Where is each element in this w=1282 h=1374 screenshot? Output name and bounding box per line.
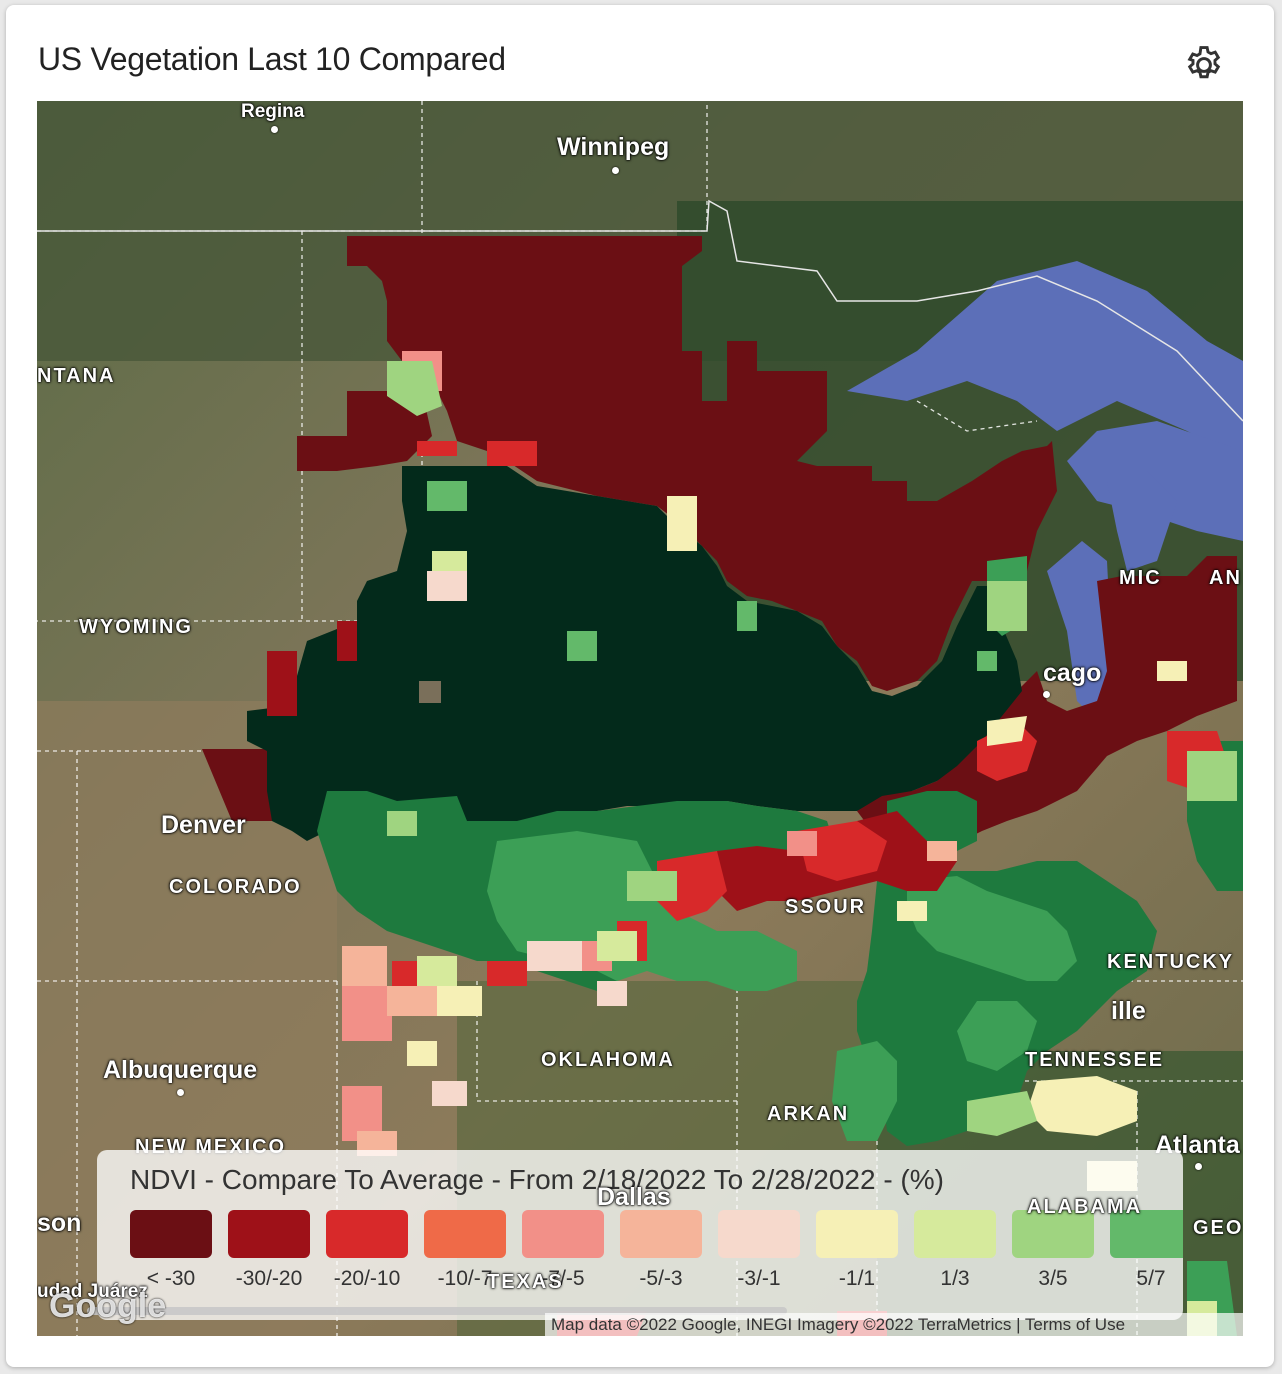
legend-swatch xyxy=(914,1210,996,1258)
legend-label: 1/3 xyxy=(940,1267,970,1290)
map-label-missouri: SSOUR xyxy=(785,896,867,918)
legend-label: -1/1 xyxy=(838,1267,876,1290)
city-dot xyxy=(1043,691,1050,698)
map-label-michigan-left: MIC xyxy=(1119,567,1162,589)
legend-label: 5/7 xyxy=(1136,1267,1166,1290)
map-label-michigan-right: AN xyxy=(1209,567,1242,589)
map-label-nashville: ille xyxy=(1111,997,1146,1025)
map-label-arkansas: ARKAN xyxy=(767,1103,850,1125)
legend-swatch xyxy=(620,1210,702,1258)
map-label-colorado: COLORADO xyxy=(169,876,302,898)
vegetation-map[interactable]: Regina Winnipeg NTANA WYOMING Denver COL… xyxy=(37,101,1243,1336)
map-attribution[interactable]: Map data ©2022 Google, INEGI Imagery ©20… xyxy=(545,1313,1243,1336)
widget-card: US Vegetation Last 10 Compared xyxy=(6,5,1274,1367)
map-label-georgia: GEO xyxy=(1193,1217,1243,1239)
legend-swatch xyxy=(1012,1210,1094,1258)
map-label-alabama: ALABAMA xyxy=(1027,1196,1143,1218)
legend-swatch xyxy=(718,1210,800,1258)
legend-swatch xyxy=(228,1210,310,1258)
legend-label: -3/-1 xyxy=(737,1267,781,1290)
map-label-oklahoma: OKLAHOMA xyxy=(541,1049,675,1071)
city-dot xyxy=(1195,1163,1202,1170)
legend-label: -5/-3 xyxy=(639,1267,683,1290)
map-label-albuquerque: Albuquerque xyxy=(103,1056,258,1084)
widget-title: US Vegetation Last 10 Compared xyxy=(38,41,506,77)
legend-swatch xyxy=(1110,1210,1183,1258)
legend-swatch xyxy=(130,1210,212,1258)
map-label-regina: Regina xyxy=(241,101,305,122)
map-label-montana: NTANA xyxy=(37,365,116,387)
map-label-dallas: Dallas xyxy=(597,1183,671,1211)
google-logo: Google xyxy=(49,1287,167,1325)
ndvi-region-above-avg xyxy=(387,361,1237,1136)
legend-title: NDVI - Compare To Average - From 2/18/20… xyxy=(130,1164,944,1195)
map-label-kentucky: KENTUCKY xyxy=(1107,951,1235,973)
ndvi-region-very-low xyxy=(202,236,1237,866)
city-dot xyxy=(612,167,619,174)
legend-label: -7/-5 xyxy=(541,1267,585,1290)
gear-icon[interactable] xyxy=(1182,43,1226,87)
legend-swatches: < -30 -30/-20 -20/-10 -10/-7 -7/-5 -5/-3… xyxy=(130,1210,1183,1290)
ndvi-region-no-data xyxy=(419,681,441,703)
map-label-chicago: cago xyxy=(1043,659,1102,687)
legend-label: -20/-10 xyxy=(333,1267,401,1290)
city-dot xyxy=(271,126,278,133)
legend-label: 3/5 xyxy=(1038,1267,1068,1290)
legend-swatch xyxy=(424,1210,506,1258)
ndvi-legend: NDVI - Compare To Average - From 2/18/20… xyxy=(97,1150,1183,1320)
country-border xyxy=(37,199,1243,422)
map-label-tucson: son xyxy=(37,1209,82,1237)
legend-label: -10/-7 xyxy=(437,1267,493,1290)
legend-swatch xyxy=(326,1210,408,1258)
ndvi-region-near-below xyxy=(427,571,627,1106)
legend-swatch xyxy=(522,1210,604,1258)
map-label-wyoming: WYOMING xyxy=(79,616,193,638)
great-lakes xyxy=(847,261,1243,721)
map-label-tennessee: TENNESSEE xyxy=(1025,1049,1165,1071)
map-label-juarez: udad Juárez xyxy=(37,1281,148,1302)
legend-label: < -30 xyxy=(146,1267,196,1290)
ndvi-region-high-avg xyxy=(427,481,997,671)
map-label-texas: TEXAS xyxy=(487,1271,564,1293)
city-dot xyxy=(177,1089,184,1096)
legend-scrollbar[interactable] xyxy=(87,1307,787,1315)
map-label-denver: Denver xyxy=(161,811,246,839)
map-label-winnipeg: Winnipeg xyxy=(557,133,670,161)
legend-label: -30/-20 xyxy=(235,1267,303,1290)
legend-swatch xyxy=(816,1210,898,1258)
